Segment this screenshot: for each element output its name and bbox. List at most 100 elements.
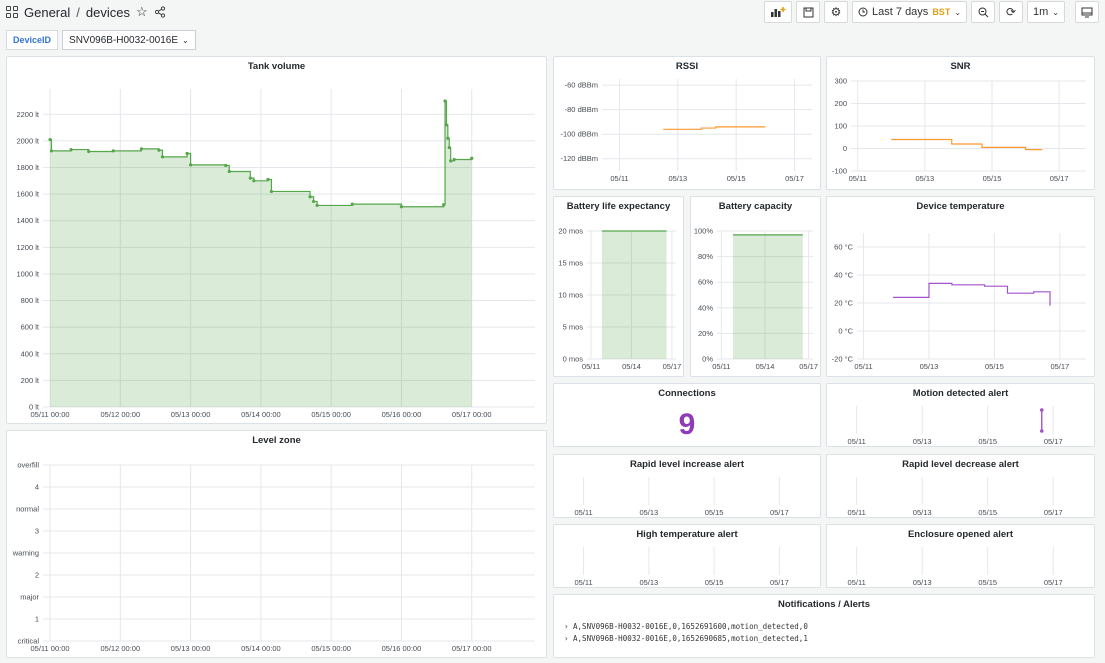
x-tick-label: 05/15: [978, 508, 997, 517]
log-row[interactable]: › A,SNV096B-H0032-0016E,0,1652691600,mot…: [564, 621, 808, 633]
x-tick-label: 05/12 00:00: [101, 644, 141, 653]
y-tick-label: 1600 lt: [16, 190, 39, 199]
rssi-chart: -60 dBBm -80 dBBm -100 dBBm -120 dBBm 05/11 0…: [560, 79, 812, 183]
y-tick-label: 20 °C: [834, 299, 853, 308]
y-tick-label: 1800 lt: [16, 163, 39, 172]
panel-level-zone[interactable]: Level zone critical 1 major 2 warning 3 normal…: [6, 430, 547, 658]
panel-rapid-increase-alert[interactable]: Rapid level increase alert 05/11 05/13 05/…: [553, 454, 821, 518]
tank-volume-point: [69, 147, 73, 152]
tank-volume-point: [315, 203, 319, 208]
variable-label: DeviceID: [6, 30, 59, 50]
x-tick-label: 05/13: [913, 578, 932, 587]
y-tick-label: 200 lt: [21, 376, 40, 385]
x-tick-label: 05/17: [785, 174, 804, 183]
x-tick-label: 05/15: [705, 578, 724, 587]
time-range-picker[interactable]: Last 7 days BST ⌄: [852, 1, 968, 23]
y-tick-label: -60 dBBm: [565, 81, 598, 90]
panel-title: High temperature alert: [636, 529, 738, 540]
refresh-interval-picker[interactable]: 1m ⌄: [1027, 1, 1065, 23]
tank-volume-point: [48, 137, 52, 142]
dashboard-title[interactable]: devices: [85, 4, 130, 20]
x-tick-label: 05/17: [1050, 174, 1069, 183]
panel-motion-alert[interactable]: Motion detected alert 05/11 05/13 05/15 05/…: [826, 383, 1095, 447]
tank-volume-point: [266, 177, 270, 182]
tank-volume-point: [449, 159, 453, 163]
tank-volume-point: [224, 163, 228, 168]
y-tick-label: 1400 lt: [16, 216, 39, 225]
refresh-interval-label: 1m: [1033, 6, 1049, 18]
x-tick-label: 05/13: [639, 578, 658, 587]
device-temperature-chart: 60 °C 40 °C 20 °C 0 °C -20 °C05/11 05/13 05/15…: [832, 233, 1086, 371]
panel-rapid-decrease-alert[interactable]: Rapid level decrease alert 05/11 05/13 05/…: [826, 454, 1095, 518]
y-tick-label: 20%: [698, 329, 713, 338]
enclosure-opened-chart: 05/11 05/13 05/15 05/17: [848, 547, 1063, 587]
panel-high-temp-alert[interactable]: High temperature alert 05/11 05/13 05/15 05…: [553, 524, 821, 588]
tank-volume-point: [308, 195, 312, 199]
panel-snr[interactable]: SNR 300 200 100 0 -100 05/11 05/13 05/15 05/17: [826, 56, 1095, 190]
level-zone-chart: critical 1 major 2 warning 3 normal 4 overfill 05…: [12, 461, 535, 653]
tank-volume-point: [399, 205, 404, 209]
x-tick-label: 05/11 00:00: [30, 644, 69, 653]
panel-title: Connections: [658, 388, 716, 399]
expand-chevron-icon: ›: [564, 622, 574, 631]
x-tick-label: 05/15: [978, 437, 997, 446]
log-list: › A,SNV096B-H0032-0016E,0,1652691600,mot…: [564, 621, 808, 645]
panel-connections[interactable]: Connections 9: [553, 383, 821, 447]
panel-title: Rapid level decrease alert: [902, 459, 1019, 470]
panel-battery-life[interactable]: Battery life expectancy 20 mos 15 mos 10 m…: [553, 196, 684, 377]
save-dashboard-button[interactable]: [796, 1, 821, 23]
settings-button[interactable]: ⚙: [824, 1, 849, 23]
x-tick-label: 05/13 00:00: [171, 644, 211, 653]
y-tick-label: -80 dBBm: [565, 105, 598, 114]
chevron-down-icon: ⌄: [1052, 7, 1059, 17]
motion-alert-point: [1039, 408, 1044, 412]
expand-chevron-icon: ›: [564, 634, 574, 643]
tank-volume-point: [444, 123, 449, 127]
zoom-out-button[interactable]: [971, 1, 996, 23]
panel-battery-capacity[interactable]: Battery capacity 100% 80% 60% 40% 20% 0% 05/11…: [690, 196, 821, 377]
x-tick-label: 05/17: [1044, 578, 1063, 587]
y-tick-label: major: [20, 593, 39, 602]
save-icon: [803, 7, 814, 17]
panel-notifications[interactable]: Notifications / Alerts › A,SNV096B-H0032…: [553, 594, 1095, 658]
x-tick-label: 05/17 00:00: [452, 644, 492, 653]
add-panel-button[interactable]: [764, 1, 793, 23]
x-tick-label: 05/13: [920, 362, 939, 371]
dashboards-grid-icon[interactable]: [6, 6, 18, 18]
y-tick-label: 0 lt: [29, 403, 40, 412]
panel-enclosure-alert[interactable]: Enclosure opened alert 05/11 05/13 05/15 05…: [826, 524, 1095, 588]
x-tick-label: 05/13: [913, 437, 932, 446]
tank-volume-point: [87, 149, 91, 154]
star-icon[interactable]: ☆: [135, 4, 148, 19]
breadcrumb-folder[interactable]: General: [24, 4, 71, 20]
x-tick-label: 05/15: [985, 362, 1004, 371]
y-tick-label: 100%: [694, 227, 714, 236]
x-tick-label: 05/15: [705, 508, 724, 517]
chevron-down-icon: ⌄: [182, 35, 189, 45]
x-tick-label: 05/13 00:00: [171, 410, 211, 419]
panel-title: Tank volume: [247, 61, 306, 72]
x-tick-label: 05/15: [978, 578, 997, 587]
x-tick-label: 05/17: [770, 508, 789, 517]
share-icon[interactable]: [154, 6, 166, 18]
panel-title: Motion detected alert: [912, 388, 1009, 399]
panel-tank-volume[interactable]: Tank volume 0 lt 200 lt 400 lt 600 lt 800 lt…: [6, 56, 547, 424]
panel-device-temperature[interactable]: Device temperature 60 °C 40 °C 20 °C 0 °C -2…: [826, 196, 1095, 377]
x-tick-label: 05/11 00:00: [30, 410, 69, 419]
y-tick-label: 1: [35, 615, 39, 624]
snr-series-line: [891, 138, 1043, 151]
tv-mode-button[interactable]: [1075, 1, 1099, 23]
x-tick-label: 05/15: [983, 174, 1002, 183]
log-row[interactable]: › A,SNV096B-H0032-0016E,0,1652690685,mot…: [564, 633, 808, 645]
refresh-button[interactable]: ⟳: [999, 1, 1024, 23]
x-tick-label: 05/16 00:00: [382, 644, 422, 653]
x-tick-label: 05/15 00:00: [311, 644, 351, 653]
x-tick-label: 05/13: [915, 174, 934, 183]
x-tick-label: 05/17: [799, 362, 818, 371]
motion-alert-chart: 05/11 05/13 05/15 05/17: [848, 406, 1063, 446]
monitor-icon: [1081, 7, 1093, 17]
y-tick-label: 0%: [702, 355, 713, 364]
device-id-select[interactable]: SNV096B-H0032-0016E ⌄: [62, 30, 196, 50]
panel-rssi[interactable]: RSSI -60 dBBm -80 dBBm -100 dBBm -120 dBBm 0…: [553, 56, 821, 190]
